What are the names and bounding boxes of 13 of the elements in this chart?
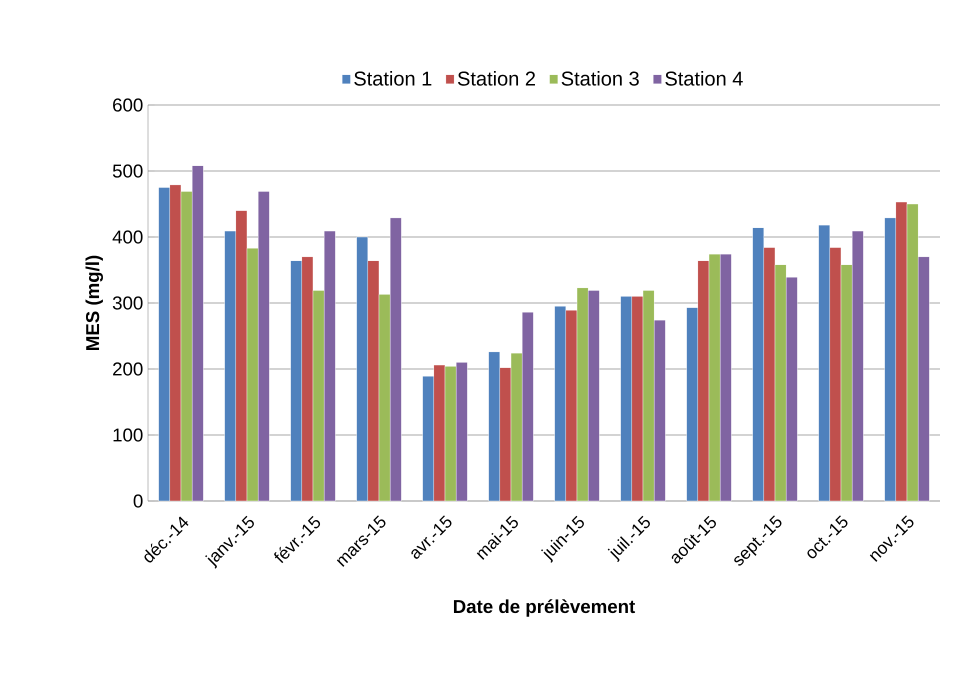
x-axis-title: Date de prélèvement	[454, 599, 636, 617]
legend-label: Station 3	[562, 71, 639, 86]
legend-label: Station 4	[665, 71, 743, 86]
y-tick-label: 300	[112, 296, 143, 310]
y-tick-label: 200	[113, 362, 143, 376]
y-tick-label: 500	[112, 164, 143, 178]
y-axis-title: MES (mg/l)	[86, 256, 103, 350]
legend-label: Station 1	[354, 71, 432, 86]
y-tick-label: 400	[112, 230, 143, 244]
y-tick-label: 600	[113, 98, 143, 112]
y-tick-label: 100	[114, 428, 143, 442]
legend-label: Station 2	[458, 71, 535, 86]
y-tick-label: 0	[134, 494, 143, 508]
